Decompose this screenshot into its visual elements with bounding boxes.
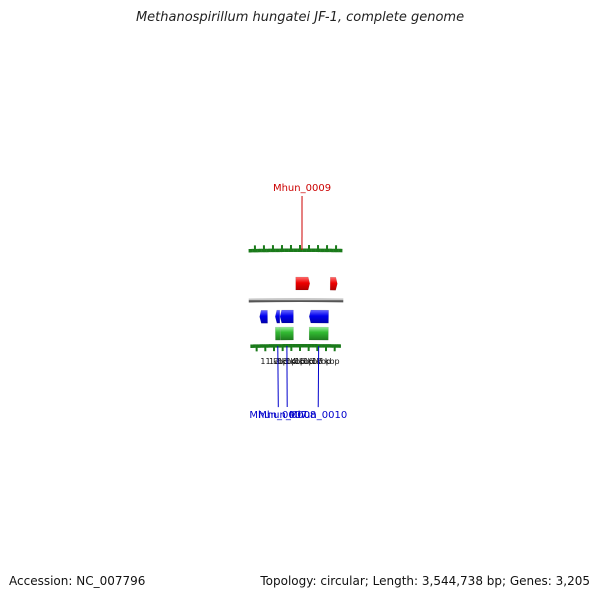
gene-label[interactable]: Mhun_0008 (258, 410, 316, 421)
forward-cds-arrow[interactable] (329, 276, 338, 291)
kbp-tick-label: 12 kbp (269, 357, 297, 366)
gene-feature[interactable] (279, 326, 294, 341)
kbp-tick-label: 17 kbp (312, 357, 340, 366)
gene-label[interactable]: Mhun_0007 (249, 410, 307, 421)
kbp-tick-label: 16 kbp (303, 357, 331, 366)
kbp-tick-label: 11 kbp (260, 357, 288, 366)
reverse-cds-arrow[interactable] (274, 309, 281, 324)
forward-cds-arrow[interactable] (295, 276, 311, 291)
gene-feature[interactable] (308, 326, 329, 341)
label-leader-line (277, 346, 279, 408)
reverse-cds-arrow[interactable] (279, 309, 294, 324)
topology-label: Topology: circular; Length: 3,544,738 bp… (260, 574, 590, 588)
gene-label[interactable]: Mhun_0010 (289, 410, 347, 421)
map-title: Methanospirillum hungatei JF-1, complete… (135, 10, 465, 25)
kbp-tick-label: 13 kbp (278, 357, 306, 366)
reverse-cds-arrow[interactable] (259, 309, 268, 324)
reverse-cds-arrow[interactable] (308, 309, 329, 324)
kbp-tick-label: 14 kbp (286, 357, 314, 366)
gene-label[interactable]: Mhun_0009 (273, 183, 331, 194)
gene-feature[interactable] (275, 326, 281, 341)
kbp-tick-label: 15 kbp (295, 357, 323, 366)
accession-label: Accession: NC_007796 (9, 574, 146, 588)
